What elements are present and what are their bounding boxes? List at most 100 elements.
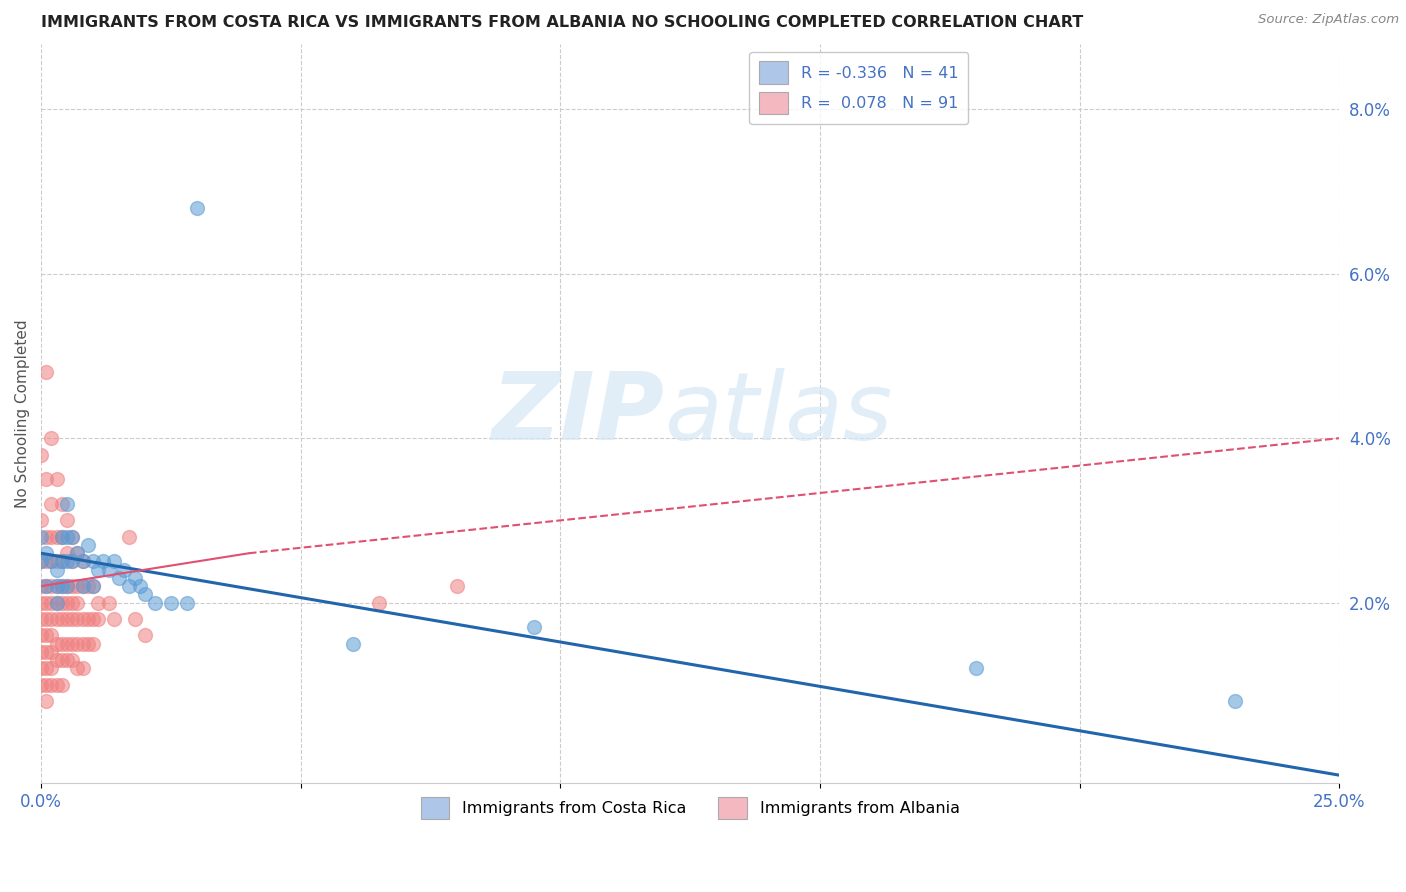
Point: [342, 637, 364, 651]
Point: [51, 497, 73, 511]
Point: [51, 612, 73, 626]
Point: [72, 637, 94, 651]
Point: [60, 637, 83, 651]
Point: [35, 579, 58, 593]
Point: [118, 579, 141, 593]
Point: [56, 530, 79, 544]
Point: [45, 653, 67, 667]
Point: [82, 637, 104, 651]
Point: [97, 563, 120, 577]
Point: [30, 513, 52, 527]
Point: [35, 579, 58, 593]
Point: [51, 579, 73, 593]
Point: [56, 554, 79, 568]
Point: [45, 554, 67, 568]
Point: [108, 571, 131, 585]
Point: [35, 628, 58, 642]
Point: [56, 513, 79, 527]
Point: [41, 497, 63, 511]
Point: [30, 645, 52, 659]
Point: [66, 579, 89, 593]
Point: [35, 694, 58, 708]
Point: [45, 612, 67, 626]
Point: [1225, 694, 1247, 708]
Point: [35, 596, 58, 610]
Point: [35, 554, 58, 568]
Point: [30, 628, 52, 642]
Point: [35, 472, 58, 486]
Point: [51, 554, 73, 568]
Point: [66, 661, 89, 675]
Point: [30, 678, 52, 692]
Point: [30, 579, 52, 593]
Point: [51, 579, 73, 593]
Point: [112, 563, 135, 577]
Point: [41, 628, 63, 642]
Point: [72, 579, 94, 593]
Point: [51, 530, 73, 544]
Point: [41, 530, 63, 544]
Point: [446, 579, 468, 593]
Point: [41, 612, 63, 626]
Point: [97, 596, 120, 610]
Text: atlas: atlas: [664, 368, 893, 459]
Point: [35, 546, 58, 560]
Point: [160, 596, 183, 610]
Point: [56, 637, 79, 651]
Point: [60, 530, 83, 544]
Point: [103, 554, 125, 568]
Point: [72, 579, 94, 593]
Point: [103, 612, 125, 626]
Point: [30, 554, 52, 568]
Point: [45, 678, 67, 692]
Point: [45, 472, 67, 486]
Point: [45, 530, 67, 544]
Point: [367, 596, 389, 610]
Point: [41, 431, 63, 445]
Point: [76, 579, 98, 593]
Point: [45, 563, 67, 577]
Point: [76, 637, 98, 651]
Point: [134, 628, 156, 642]
Point: [56, 497, 79, 511]
Point: [124, 612, 146, 626]
Point: [51, 530, 73, 544]
Point: [30, 661, 52, 675]
Point: [41, 554, 63, 568]
Point: [87, 612, 110, 626]
Point: [60, 579, 83, 593]
Point: [134, 587, 156, 601]
Point: [87, 596, 110, 610]
Point: [60, 612, 83, 626]
Point: [41, 596, 63, 610]
Point: [72, 554, 94, 568]
Point: [60, 653, 83, 667]
Point: [30, 530, 52, 544]
Point: [56, 546, 79, 560]
Point: [118, 530, 141, 544]
Point: [41, 554, 63, 568]
Point: [76, 538, 98, 552]
Point: [72, 612, 94, 626]
Point: [56, 612, 79, 626]
Point: [66, 546, 89, 560]
Point: [35, 645, 58, 659]
Point: [45, 579, 67, 593]
Point: [128, 579, 150, 593]
Point: [41, 678, 63, 692]
Point: [45, 596, 67, 610]
Point: [66, 612, 89, 626]
Text: IMMIGRANTS FROM COSTA RICA VS IMMIGRANTS FROM ALBANIA NO SCHOOLING COMPLETED COR: IMMIGRANTS FROM COSTA RICA VS IMMIGRANTS…: [41, 15, 1084, 30]
Point: [51, 653, 73, 667]
Point: [30, 554, 52, 568]
Point: [523, 620, 546, 634]
Point: [30, 612, 52, 626]
Point: [56, 579, 79, 593]
Point: [41, 645, 63, 659]
Point: [60, 530, 83, 544]
Point: [41, 579, 63, 593]
Point: [56, 596, 79, 610]
Point: [72, 554, 94, 568]
Point: [72, 661, 94, 675]
Point: [35, 678, 58, 692]
